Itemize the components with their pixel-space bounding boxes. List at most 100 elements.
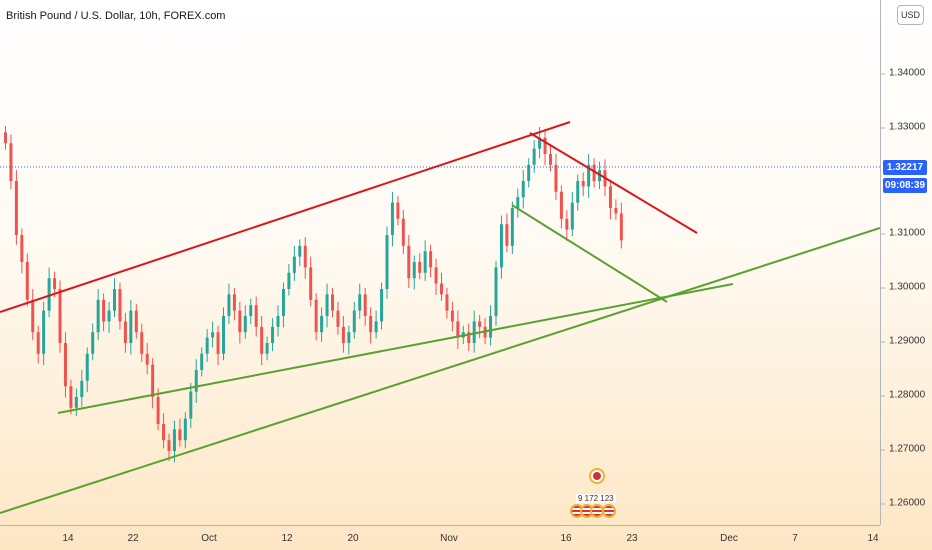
support-trendline-short[interactable] — [511, 204, 668, 303]
bear-candle — [369, 316, 373, 333]
bull-candle — [42, 310, 46, 354]
time-tick: 20 — [347, 533, 359, 544]
bear-candle — [418, 262, 422, 273]
bear-candle — [407, 245, 411, 279]
bear-candle — [20, 235, 24, 262]
bear-candle — [9, 143, 13, 181]
bear-candle — [162, 424, 166, 441]
price-tick: 1.33000 — [880, 121, 926, 133]
bull-candle — [538, 137, 542, 149]
bear-candle — [123, 321, 127, 343]
bear-candle — [31, 299, 35, 333]
bear-candle — [450, 310, 454, 322]
time-tick: 14 — [867, 533, 879, 544]
bull-candle — [222, 316, 225, 354]
bear-candle — [118, 289, 122, 322]
economic-events[interactable]: 9 172 123 — [570, 468, 622, 524]
bear-candle — [4, 132, 7, 144]
bull-candle — [183, 418, 187, 441]
bear-candle — [505, 224, 509, 246]
bull-candle — [380, 289, 384, 322]
currency-button[interactable]: USD — [897, 5, 924, 25]
bear-candle — [53, 278, 57, 289]
last-price-label: 1.32217 — [883, 160, 927, 175]
bear-candle — [69, 386, 73, 408]
bull-candle — [265, 343, 269, 354]
bull-candle — [243, 316, 247, 333]
bull-candle — [85, 353, 89, 381]
bull-candle — [494, 267, 498, 316]
bear-candle — [608, 186, 612, 208]
bull-candle — [374, 321, 378, 333]
bear-candle — [456, 321, 460, 338]
bull-candle — [172, 429, 176, 451]
price-tick: 1.28000 — [880, 389, 926, 401]
bull-candle — [113, 289, 116, 311]
time-tick: 7 — [792, 533, 798, 544]
bear-candle — [429, 251, 433, 268]
chart-title: British Pound / U.S. Dollar, 10h, FOREX.… — [6, 10, 226, 22]
bear-candle — [14, 181, 18, 235]
bear-candle — [36, 332, 40, 354]
bull-candle — [47, 278, 51, 311]
bear-candle — [309, 267, 313, 300]
bear-candle — [592, 164, 596, 181]
support-trendline-lower[interactable] — [0, 227, 880, 514]
bear-candle — [581, 181, 585, 187]
bear-candle — [467, 332, 471, 343]
bull-candle — [205, 337, 209, 354]
bull-candle — [292, 256, 296, 273]
price-axis[interactable]: 1.34000 1.33000 1.31000 1.30000 1.29000 … — [880, 0, 932, 525]
bear-candle — [331, 294, 334, 311]
bull-candle — [281, 289, 285, 316]
bear-candle — [63, 343, 67, 387]
bear-candle — [151, 364, 155, 397]
price-tick: 1.31000 — [880, 227, 926, 239]
bear-candle — [363, 294, 367, 316]
resistance-trendline[interactable] — [0, 121, 571, 313]
bull-candle — [358, 294, 362, 311]
bull-candle — [472, 321, 476, 343]
bear-candle — [25, 262, 29, 300]
price-tick: 1.29000 — [880, 335, 926, 347]
bull-candle — [587, 164, 591, 187]
bear-candle — [102, 299, 106, 322]
bull-candle — [227, 294, 231, 316]
time-tick: 23 — [626, 533, 638, 544]
bear-candle — [145, 353, 149, 365]
time-tick: 14 — [62, 533, 74, 544]
bull-candle — [298, 245, 302, 257]
bear-candle — [336, 310, 340, 327]
bull-candle — [385, 235, 389, 289]
bull-candle — [570, 202, 574, 230]
bear-candle — [238, 310, 242, 333]
bear-candle — [401, 218, 405, 246]
bear-candle — [303, 245, 307, 268]
bull-candle — [107, 310, 111, 322]
bull-candle — [249, 305, 253, 316]
bull-candle — [211, 332, 215, 338]
bull-candle — [390, 202, 394, 235]
bull-candle — [423, 251, 427, 273]
bull-candle — [129, 310, 133, 343]
bear-candle — [445, 294, 449, 311]
bull-candle — [96, 299, 100, 333]
bull-candle — [499, 224, 503, 268]
time-axis[interactable]: 14 22 Oct 12 20 Nov 16 23 Dec 7 14 — [0, 525, 880, 550]
bull-candle — [352, 310, 356, 333]
bear-candle — [134, 310, 138, 333]
bull-candle — [287, 272, 291, 289]
eur-event-icon[interactable] — [602, 504, 616, 518]
support-trendline-upper[interactable] — [57, 283, 734, 414]
bull-candle — [576, 181, 580, 203]
time-tick: Nov — [440, 533, 458, 544]
plot-area[interactable] — [0, 0, 880, 525]
bull-candle — [276, 316, 280, 327]
price-tick: 1.34000 — [880, 67, 926, 79]
bull-candle — [80, 380, 84, 397]
descending-trendline[interactable] — [529, 132, 698, 234]
gbp-event-icon[interactable] — [589, 468, 605, 484]
price-tick: 1.30000 — [880, 281, 926, 293]
bull-candle — [320, 316, 324, 333]
bear-candle — [396, 202, 400, 219]
